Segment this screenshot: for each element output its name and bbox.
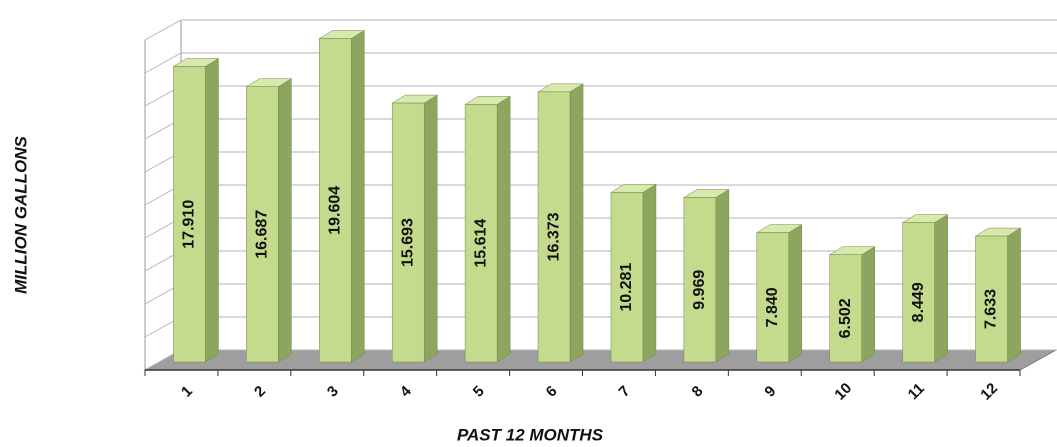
value-label: 17.910 <box>181 200 198 249</box>
value-label: 8.449 <box>910 282 927 322</box>
bar-side <box>861 246 875 363</box>
bar-front <box>319 38 352 363</box>
bar-front <box>902 222 935 363</box>
x-tick-label: 4 <box>397 382 415 400</box>
x-tick-label: 10 <box>831 380 855 404</box>
bar-front <box>173 66 206 363</box>
value-label: 16.687 <box>254 210 271 259</box>
bar <box>245 78 293 363</box>
bar-front <box>464 104 498 363</box>
bar <box>537 83 584 363</box>
bar-side <box>1007 227 1021 363</box>
bar-front <box>537 91 571 363</box>
x-tick-label: 2 <box>251 383 269 401</box>
bar-side <box>278 78 292 363</box>
bar-front <box>391 102 425 363</box>
value-label: 6.502 <box>837 298 854 338</box>
value-label: 15.693 <box>399 218 416 267</box>
bar-side <box>496 95 511 363</box>
bar <box>464 95 512 363</box>
x-tick-label: 5 <box>470 383 488 401</box>
bar <box>172 58 220 363</box>
value-label: 7.840 <box>764 287 781 327</box>
bar <box>974 227 1022 363</box>
bar-front <box>975 235 1008 363</box>
bar-front <box>756 232 790 363</box>
bar <box>318 30 366 363</box>
value-label: 16.373 <box>545 212 562 261</box>
x-tick-label: 7 <box>616 383 634 401</box>
bar-front <box>683 197 717 363</box>
x-tick-label: 1 <box>178 383 196 401</box>
bar-front <box>246 86 279 363</box>
grid-line <box>144 19 1057 41</box>
value-label: 9.969 <box>691 270 708 310</box>
bar <box>755 224 803 363</box>
bar <box>391 94 439 363</box>
bar-side <box>423 94 438 363</box>
value-label: 19.604 <box>327 186 344 235</box>
x-axis-title: PAST 12 MONTHS <box>457 425 604 444</box>
x-tick-label: 6 <box>543 383 561 401</box>
bar-side <box>642 183 657 363</box>
bar-front <box>829 254 862 363</box>
bar <box>682 189 730 363</box>
x-tick-label: 9 <box>761 383 779 401</box>
value-label: 15.614 <box>472 219 489 268</box>
x-tick-label: 12 <box>977 380 1001 404</box>
grid-line <box>144 52 1057 74</box>
value-label: 7.633 <box>983 289 1000 329</box>
bar <box>610 183 657 363</box>
x-tick-label: 11 <box>905 380 928 403</box>
y-axis-title: MILLION GALLONS <box>11 135 30 293</box>
bar-side <box>934 214 948 363</box>
bar <box>901 214 949 363</box>
value-label: 10.281 <box>618 263 635 312</box>
bar-side <box>788 224 803 363</box>
bar-side <box>351 30 365 363</box>
x-tick-label: 3 <box>324 383 342 401</box>
bar-side <box>205 58 219 363</box>
x-tick-label: 8 <box>689 383 707 401</box>
bar-front <box>610 192 644 363</box>
bar <box>828 246 876 363</box>
bar-side <box>569 83 584 363</box>
bar-side <box>715 189 730 363</box>
